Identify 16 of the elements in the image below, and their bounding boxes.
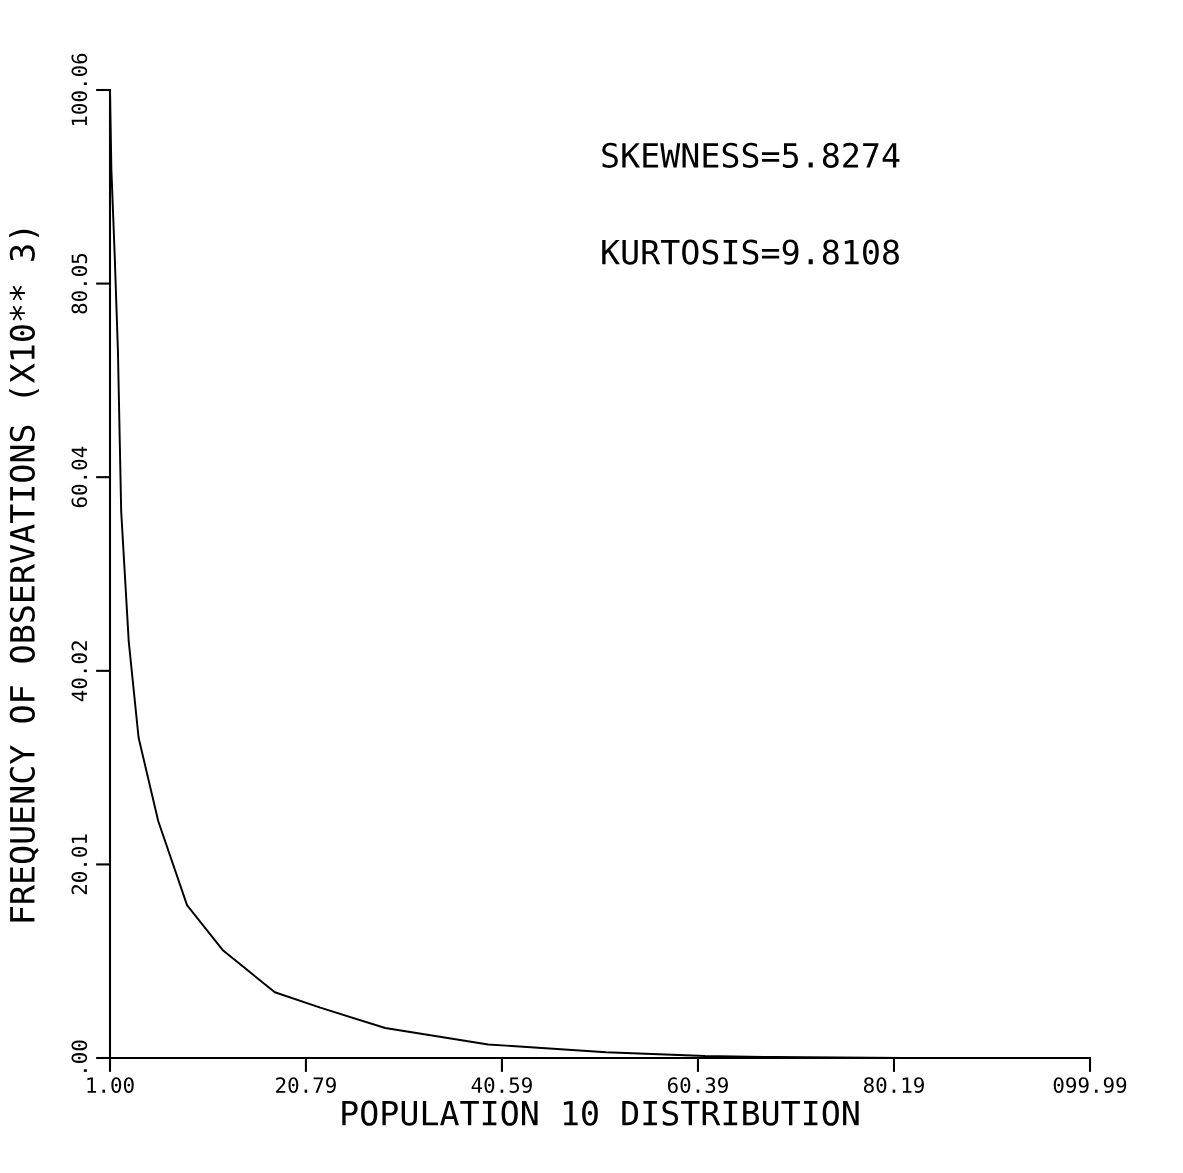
x-tick-label: 1.00 bbox=[87, 1077, 134, 1093]
x-tick-label: 20.79 bbox=[276, 1077, 336, 1093]
y-tick-label: 100.06 bbox=[71, 53, 88, 126]
y-axis-title: FREQUENCY OF OBSERVATIONS (X10** 3) bbox=[9, 229, 39, 922]
x-tick-label: 60.39 bbox=[667, 1077, 728, 1093]
y-tick-label: 60.04 bbox=[71, 446, 88, 508]
x-tick-label: 40.59 bbox=[471, 1077, 532, 1093]
y-tick-label: .00 bbox=[71, 1040, 88, 1072]
x-tick-label: 80.19 bbox=[863, 1077, 924, 1093]
x-tick-label: 099.99 bbox=[1053, 1077, 1127, 1093]
y-tick-label: 80.05 bbox=[71, 253, 88, 314]
y-tick-label: 20.01 bbox=[71, 834, 88, 895]
x-axis-title: POPULATION 10 DISTRIBUTION bbox=[342, 1100, 859, 1126]
y-tick-label: 40.02 bbox=[71, 641, 88, 702]
annotation: SKEWNESS=5.8274 bbox=[602, 142, 900, 168]
annotation: KURTOSIS=9.8108 bbox=[602, 239, 899, 265]
